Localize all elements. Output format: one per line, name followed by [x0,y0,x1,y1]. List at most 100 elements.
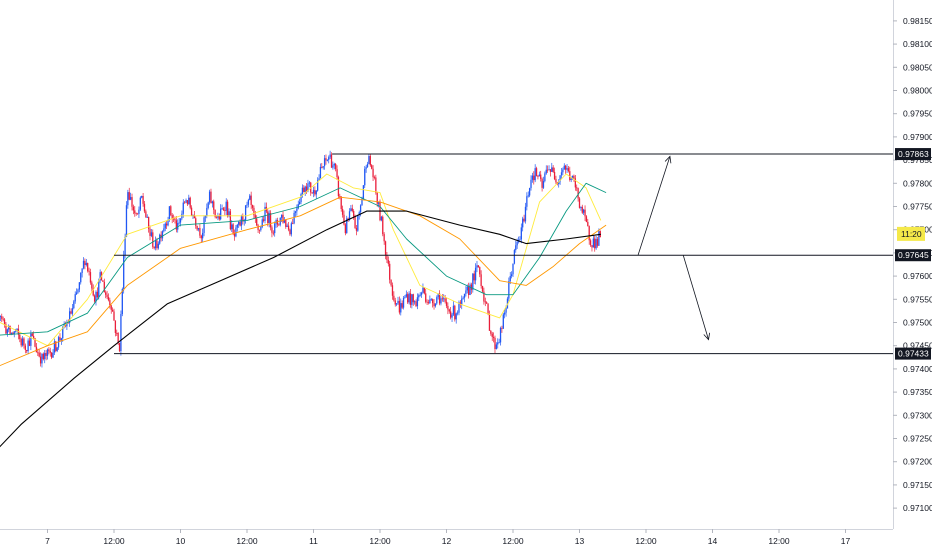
time-tick-label: 11 [309,536,318,546]
candle [5,321,7,334]
candle-body [319,166,322,179]
candle-body [96,291,99,298]
candle [182,199,184,218]
candle [580,206,582,211]
candle [552,165,554,173]
candle [154,236,157,251]
candle-body [461,298,463,305]
candle [468,282,470,299]
candle-body [560,172,563,176]
candle-body [56,347,58,351]
candle-body [226,201,229,217]
candle [484,297,486,307]
candle [452,301,455,316]
candle-body [0,316,2,317]
candle-body [463,293,466,298]
candle-body [491,333,493,337]
candle-body [354,216,356,229]
candle-body [596,239,599,246]
candle-body [325,158,327,161]
candle [269,210,272,231]
candle [346,215,348,234]
candle-body [562,169,564,173]
candle [51,352,53,360]
candle-body [407,294,409,303]
candle-body [301,187,304,195]
candle [303,185,305,193]
candle [80,272,82,285]
candle-body [314,190,316,195]
candle [171,213,173,224]
candle-body [161,231,164,239]
candle-body [117,333,119,344]
time-tick-label: 13 [575,536,585,546]
candle [400,298,402,316]
candle-body [361,198,363,206]
candle [448,308,450,314]
candle-body [6,329,8,334]
candle [231,220,233,233]
candle-body [71,308,74,314]
candle [314,186,316,197]
candle-body [372,168,374,178]
candle-body [405,294,407,297]
candle [78,282,81,293]
candle [286,223,288,228]
candle [233,229,236,241]
candle-body [383,234,385,242]
candle [256,215,258,226]
candle-body [520,227,522,240]
candle-body [3,319,6,325]
candle-body [458,302,460,313]
candle [463,293,466,303]
candle [242,213,244,225]
projection-arrow-line [637,156,671,256]
candle-body [570,178,572,180]
candle-body [123,255,125,289]
candle [455,312,457,324]
candle [588,225,590,245]
candle [540,170,542,182]
candle-body [591,245,593,248]
candle [520,223,522,244]
candle-body [261,219,263,228]
candle [553,167,556,181]
candle-body [347,218,349,220]
candle-body [509,276,511,282]
candle-body [296,208,298,212]
candle-body [454,305,456,320]
candle-body [190,207,193,216]
candle [562,167,564,176]
candle [2,316,4,322]
candle-body [479,267,481,275]
price-tick-label: 0.97200 [903,457,932,467]
candle-body [305,186,308,192]
candle [461,295,463,310]
candle-body [537,176,539,177]
candle-body [480,274,482,287]
candle [578,197,581,209]
candle-body [77,289,79,293]
candle-body [41,353,43,364]
levels-layer [114,153,893,355]
candle [96,287,99,299]
candle [268,210,270,228]
candle [412,293,414,306]
candle-body [447,305,449,310]
candle [523,214,525,223]
candle-body [236,224,238,228]
candle [337,175,340,199]
candle [350,205,352,212]
candle-body [254,215,256,219]
candle-body [336,169,338,178]
candle-body [538,174,540,177]
candle [443,294,445,303]
candle-body [438,293,441,304]
candle [458,300,460,316]
candle [196,225,198,232]
candle-body [304,186,306,193]
candle [132,204,135,215]
candle-body [333,163,335,166]
candle-body [10,332,13,335]
